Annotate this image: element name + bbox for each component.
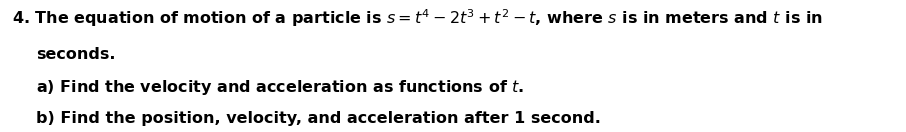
Text: b) Find the position, velocity, and acceleration after 1 second.: b) Find the position, velocity, and acce…	[36, 111, 601, 126]
Text: seconds.: seconds.	[36, 47, 116, 62]
Text: a) Find the velocity and acceleration as functions of $t$.: a) Find the velocity and acceleration as…	[36, 78, 525, 97]
Text: 4. The equation of motion of a particle is $s = t^{4} - 2t^{3} + t^{2} - t$, whe: 4. The equation of motion of a particle …	[12, 7, 823, 29]
